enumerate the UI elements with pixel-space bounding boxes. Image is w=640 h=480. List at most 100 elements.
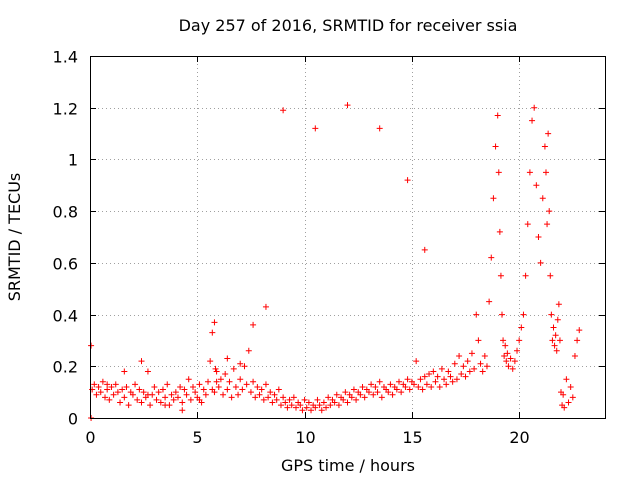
data-point <box>235 391 242 398</box>
data-point <box>323 404 330 411</box>
data-point <box>222 371 229 378</box>
y-tick-label: 1.4 <box>53 48 78 67</box>
data-point <box>451 360 458 367</box>
data-point <box>393 386 400 393</box>
data-point <box>553 347 560 354</box>
data-point <box>168 391 175 398</box>
data-point <box>462 373 469 380</box>
data-point <box>241 363 248 370</box>
data-point <box>179 407 186 414</box>
data-point <box>436 383 443 390</box>
data-point <box>522 272 529 279</box>
data-point <box>376 125 383 132</box>
data-point <box>370 391 377 398</box>
y-axis-title: SRMTID / TECUs <box>5 173 24 302</box>
data-point <box>151 383 158 390</box>
data-point <box>524 221 531 228</box>
data-point <box>95 383 102 390</box>
data-point <box>256 391 263 398</box>
data-point <box>104 386 111 393</box>
data-point <box>212 365 219 372</box>
x-tick-label: 15 <box>402 428 422 447</box>
data-point <box>541 143 548 150</box>
data-point <box>385 389 392 396</box>
data-point <box>473 311 480 318</box>
data-point <box>443 381 450 388</box>
y-tick-label: 0.6 <box>53 255 78 274</box>
data-point <box>555 301 562 308</box>
data-point <box>529 117 536 124</box>
data-point <box>503 358 510 365</box>
data-point <box>411 381 418 388</box>
data-point <box>260 396 267 403</box>
data-point <box>456 352 463 359</box>
data-point <box>305 399 312 406</box>
data-point <box>549 337 556 344</box>
data-point <box>490 195 497 202</box>
data-point <box>112 381 119 388</box>
data-point <box>237 376 244 383</box>
data-point <box>217 376 224 383</box>
data-point <box>153 396 160 403</box>
data-point <box>471 365 478 372</box>
data-point <box>301 396 308 403</box>
data-point <box>438 365 445 372</box>
y-tick-label: 0.4 <box>53 307 78 326</box>
data-point <box>417 376 424 383</box>
data-point <box>213 378 220 385</box>
data-point <box>228 394 235 401</box>
data-point <box>144 391 151 398</box>
data-point <box>245 347 252 354</box>
data-point <box>258 386 265 393</box>
data-point <box>404 177 411 184</box>
data-point <box>531 104 538 111</box>
data-point <box>501 352 508 359</box>
data-point <box>318 407 325 414</box>
data-point <box>344 399 351 406</box>
data-point <box>445 368 452 375</box>
data-point <box>316 402 323 409</box>
chart-title: Day 257 of 2016, SRMTID for receiver ssi… <box>179 16 518 35</box>
data-point <box>507 355 514 362</box>
x-axis-title: GPS time / hours <box>281 456 415 475</box>
data-point <box>162 394 169 401</box>
y-tick-labels: 0 0.2 0.4 0.6 0.8 1 1.2 1.4 <box>53 48 78 429</box>
data-point <box>502 342 509 349</box>
data-point <box>125 402 132 409</box>
data-point <box>181 386 188 393</box>
data-point <box>99 378 106 385</box>
data-point <box>104 381 111 388</box>
data-point <box>546 208 553 215</box>
data-point <box>514 347 521 354</box>
data-point <box>479 368 486 375</box>
data-point <box>389 391 396 398</box>
y-tick-label: 1 <box>68 151 78 170</box>
data-point <box>372 383 379 390</box>
data-points <box>88 102 583 421</box>
data-point <box>325 394 332 401</box>
data-point <box>335 402 342 409</box>
data-point <box>288 402 295 409</box>
data-point <box>518 324 525 331</box>
data-point <box>162 402 169 409</box>
data-point <box>483 363 490 370</box>
data-point <box>449 378 456 385</box>
data-point <box>262 303 269 310</box>
data-point <box>187 396 194 403</box>
data-point <box>119 386 126 393</box>
data-point <box>492 143 499 150</box>
data-point <box>387 381 394 388</box>
data-point <box>262 381 269 388</box>
data-point <box>509 365 516 372</box>
data-point <box>207 358 214 365</box>
data-point <box>252 394 259 401</box>
data-point <box>505 363 512 370</box>
data-point <box>157 399 164 406</box>
data-point <box>432 378 439 385</box>
data-point <box>297 402 304 409</box>
x-tick-label: 5 <box>192 428 202 447</box>
data-point <box>273 396 280 403</box>
data-point <box>132 381 139 388</box>
data-point <box>136 386 143 393</box>
data-point <box>159 386 166 393</box>
